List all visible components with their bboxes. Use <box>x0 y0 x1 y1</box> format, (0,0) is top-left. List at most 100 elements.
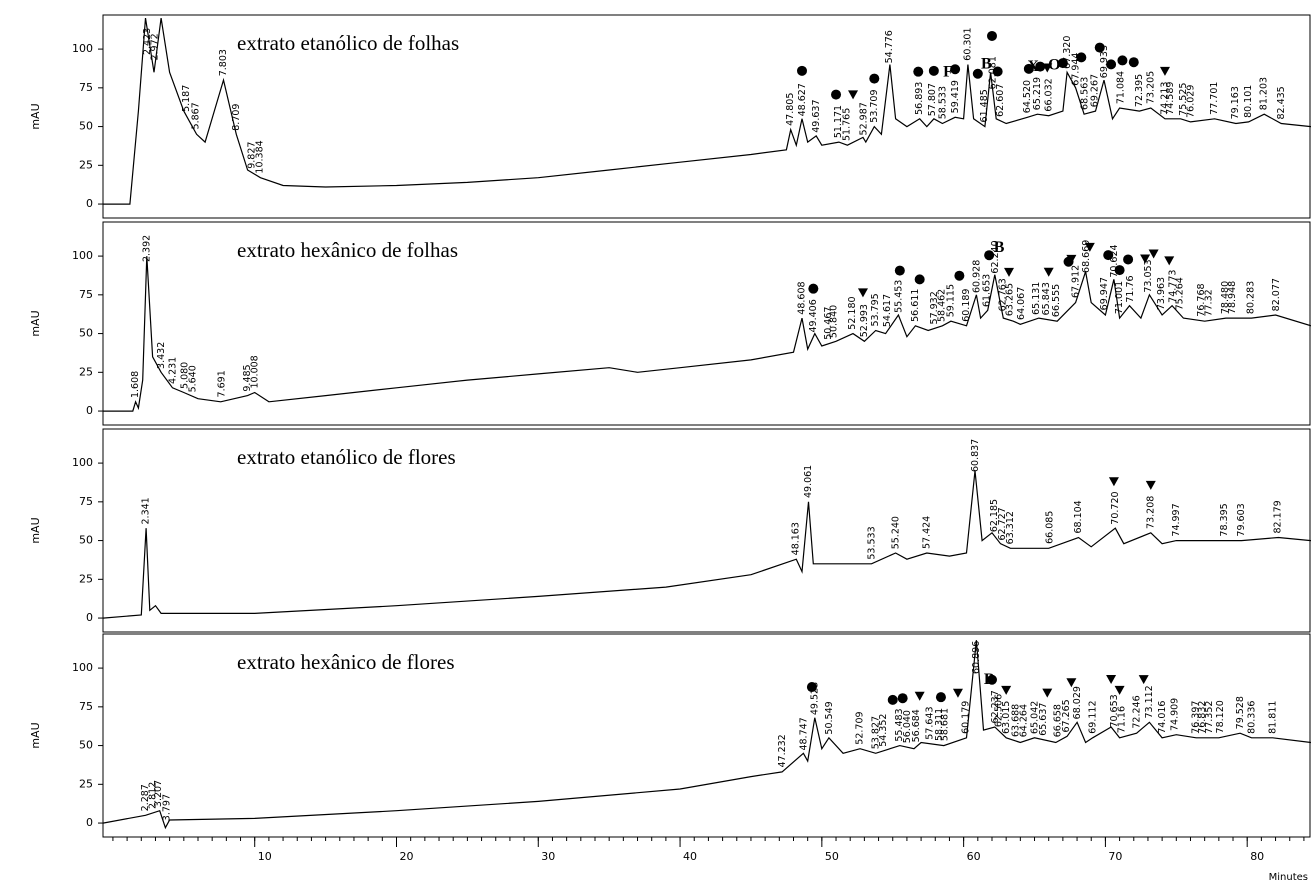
peak-label: 61.485 <box>979 89 990 122</box>
peak-label: 56.684 <box>911 709 922 742</box>
trace <box>102 640 1311 830</box>
peak-label: 50.549 <box>824 701 835 734</box>
peak-marker <box>950 64 961 75</box>
peak-label: 47.805 <box>785 93 796 126</box>
peak-label: 74.997 <box>1171 503 1182 536</box>
y-tick-label: 25 <box>79 158 93 171</box>
title: extrato hexânico de flores <box>237 650 455 674</box>
peak-label: 54.352 <box>878 714 889 747</box>
peak-label: 52.993 <box>859 304 870 337</box>
peak-label: 66.658 <box>1053 704 1064 737</box>
title: extrato etanólico de folhas <box>237 31 459 55</box>
peak-label: 62.607 <box>995 84 1006 117</box>
y-tick-label: 100 <box>72 42 93 55</box>
peak-label: 5.640 <box>187 365 198 392</box>
peak-label: 9.485 <box>242 364 253 391</box>
peak-label: 60.928 <box>971 260 982 293</box>
peak-label: 53.795 <box>870 293 881 326</box>
peak-label: 77.352 <box>1204 701 1215 734</box>
y-tick-label: 0 <box>86 404 93 417</box>
peak-label: 80.336 <box>1246 701 1257 734</box>
peak-letter: O <box>1048 57 1060 74</box>
peak-marker <box>808 283 819 294</box>
peak-marker <box>1103 250 1114 261</box>
peak-marker <box>952 688 963 698</box>
peak-label: 60.189 <box>961 289 972 322</box>
x-axis-label: Minutes <box>1269 872 1308 883</box>
peak-marker <box>972 68 983 79</box>
peak-label: 77.701 <box>1209 82 1220 115</box>
peak-marker <box>986 674 997 685</box>
peak-label: 49.406 <box>808 299 819 332</box>
peak-letter: X <box>1027 58 1039 75</box>
peak-label: 5.867 <box>191 102 202 129</box>
peak-label: 57.424 <box>922 516 933 549</box>
y-tick-label: 100 <box>72 456 93 469</box>
peak-letter: B <box>994 239 1005 256</box>
peak-label: 78.120 <box>1215 700 1226 733</box>
peak-marker <box>857 288 868 298</box>
peak-marker <box>1066 254 1077 264</box>
y-tick-label: 50 <box>79 534 93 547</box>
peak-label: 71.001 <box>1114 281 1125 314</box>
peak-letter: B <box>981 56 992 73</box>
peak-label: 53.827 <box>871 716 882 749</box>
peak-label: 50.467 <box>823 307 834 340</box>
peak-label: 1.608 <box>130 371 141 398</box>
peak-label: 48.747 <box>799 717 810 750</box>
peak-label: 59.115 <box>946 284 957 317</box>
title: extrato hexânico de folhas <box>237 238 458 262</box>
peak-label: 73.963 <box>1156 277 1167 310</box>
peak-label: 82.077 <box>1271 278 1282 311</box>
peak-marker <box>1145 480 1156 490</box>
peak-label: 56.611 <box>910 289 921 322</box>
peak-label: 51.765 <box>841 108 852 141</box>
peak-marker <box>1164 256 1175 266</box>
y-axis-label: mAU <box>29 517 42 543</box>
y-tick-label: 50 <box>79 739 93 752</box>
peak-label: 58.681 <box>939 708 950 741</box>
peak-label: 70.624 <box>1109 244 1120 277</box>
peak-label: 74.773 <box>1168 270 1179 303</box>
peak-marker <box>1106 59 1117 70</box>
peak-label: 65.042 <box>1030 701 1041 734</box>
peak-marker <box>1004 267 1014 277</box>
peak-label: 64.264 <box>1019 704 1030 737</box>
x-tick-label: 10 <box>258 850 272 863</box>
x-tick-label: 50 <box>825 850 839 863</box>
peak-label: 63.312 <box>1005 511 1016 544</box>
peak-marker <box>1117 55 1128 66</box>
peak-marker <box>1140 254 1151 264</box>
peak-label: 67.265 <box>1061 699 1072 732</box>
peak-label: 72.395 <box>1134 74 1145 107</box>
peak-label: 9.827 <box>247 142 258 169</box>
peak-label: 62.240 <box>990 240 1001 273</box>
peak-marker <box>894 265 905 276</box>
y-tick-label: 0 <box>86 611 93 624</box>
peak-label: 10.384 <box>255 140 266 173</box>
peak-label: 5.080 <box>179 362 190 389</box>
peak-label: 67.912 <box>1070 265 1081 298</box>
peak-label: 65.637 <box>1038 703 1049 736</box>
peak-label: 2.812 <box>147 782 158 809</box>
x-tick-label: 70 <box>1108 850 1122 863</box>
peak-marker <box>1042 63 1053 73</box>
y-tick-label: 25 <box>79 777 93 790</box>
peak-label: 8.709 <box>231 104 242 131</box>
peak-label: 54.617 <box>882 294 893 327</box>
peak-label: 56.040 <box>902 710 913 743</box>
peak-marker <box>796 65 807 76</box>
y-tick-label: 25 <box>79 572 93 585</box>
y-tick-label: 75 <box>79 81 93 94</box>
peak-label: 65.131 <box>1031 282 1042 315</box>
peak-label: 49.637 <box>811 99 822 132</box>
peak-marker <box>1035 61 1046 72</box>
peak-label: 2.972 <box>150 33 161 60</box>
peak-label: 62.237 <box>990 690 1001 723</box>
peak-label: 59.419 <box>950 80 961 113</box>
peak-label: 3.797 <box>161 794 172 821</box>
peak-label: 58.311 <box>934 708 945 741</box>
peak-marker <box>928 65 939 76</box>
peak-label: 71.084 <box>1115 71 1126 104</box>
panel-frame <box>102 428 1311 633</box>
